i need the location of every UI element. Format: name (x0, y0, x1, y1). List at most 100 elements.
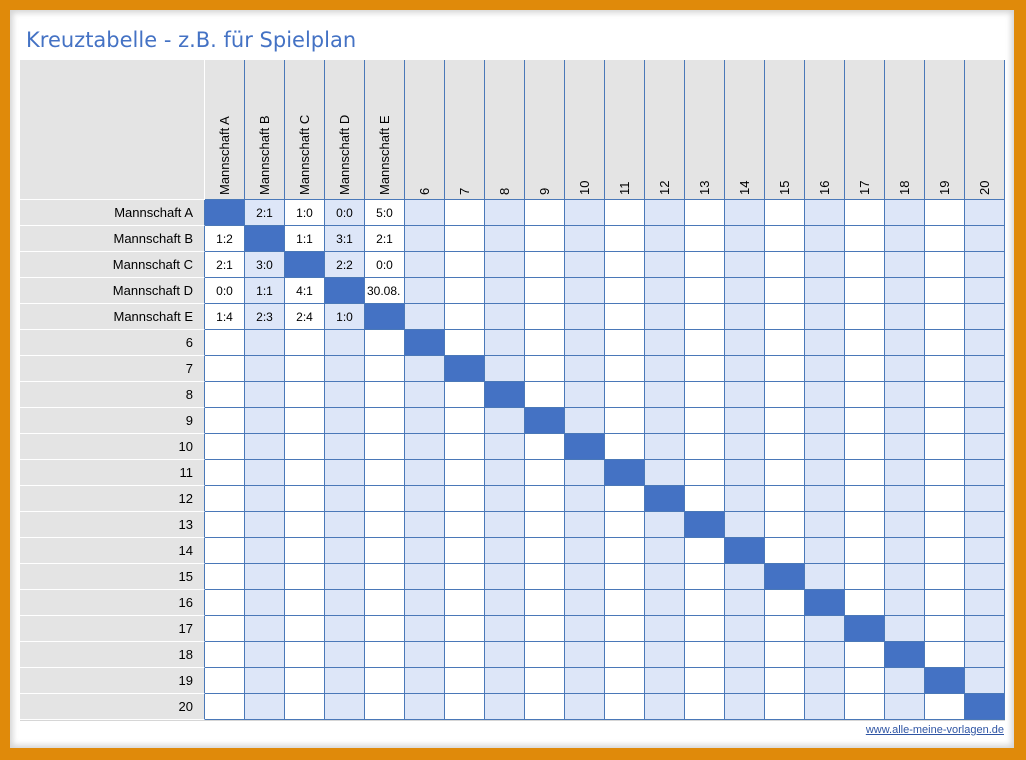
column-header[interactable]: 18 (885, 60, 925, 200)
table-cell[interactable] (925, 382, 965, 408)
table-cell[interactable] (485, 668, 525, 694)
table-cell[interactable] (885, 252, 925, 278)
table-cell[interactable] (725, 200, 765, 226)
table-cell[interactable] (565, 564, 605, 590)
table-cell[interactable] (365, 408, 405, 434)
table-cell[interactable] (525, 642, 565, 668)
table-cell[interactable] (845, 408, 885, 434)
table-cell[interactable] (925, 642, 965, 668)
table-cell[interactable] (765, 616, 805, 642)
row-header[interactable]: 7 (20, 356, 205, 382)
table-cell[interactable]: 5:0 (365, 200, 405, 226)
table-cell[interactable] (685, 252, 725, 278)
table-cell[interactable] (365, 538, 405, 564)
table-cell[interactable] (765, 304, 805, 330)
row-header[interactable]: 18 (20, 642, 205, 668)
table-cell[interactable]: 4:1 (285, 278, 325, 304)
table-cell[interactable] (445, 460, 485, 486)
table-cell[interactable] (285, 356, 325, 382)
table-cell[interactable] (485, 200, 525, 226)
column-header[interactable]: 11 (605, 60, 645, 200)
table-cell[interactable] (285, 486, 325, 512)
table-cell[interactable] (565, 356, 605, 382)
table-cell[interactable] (325, 694, 365, 720)
table-cell[interactable] (405, 356, 445, 382)
table-cell[interactable] (485, 460, 525, 486)
table-cell[interactable] (445, 642, 485, 668)
table-cell[interactable] (245, 538, 285, 564)
table-cell[interactable]: 1:1 (285, 226, 325, 252)
table-cell[interactable]: 2:2 (325, 252, 365, 278)
row-header[interactable]: 12 (20, 486, 205, 512)
table-cell[interactable] (525, 434, 565, 460)
table-cell[interactable] (365, 486, 405, 512)
table-cell[interactable] (685, 460, 725, 486)
table-cell[interactable] (245, 694, 285, 720)
table-cell[interactable] (845, 486, 885, 512)
table-cell[interactable] (645, 538, 685, 564)
table-cell[interactable] (845, 226, 885, 252)
diagonal-cell[interactable] (205, 200, 245, 226)
column-header[interactable]: 8 (485, 60, 525, 200)
table-cell[interactable] (925, 460, 965, 486)
table-cell[interactable] (685, 408, 725, 434)
column-header[interactable]: 19 (925, 60, 965, 200)
table-cell[interactable] (725, 408, 765, 434)
table-cell[interactable] (685, 590, 725, 616)
table-cell[interactable] (525, 278, 565, 304)
table-cell[interactable] (925, 590, 965, 616)
column-header[interactable]: 13 (685, 60, 725, 200)
table-cell[interactable] (205, 330, 245, 356)
table-cell[interactable] (485, 226, 525, 252)
table-cell[interactable] (605, 356, 645, 382)
table-cell[interactable] (405, 252, 445, 278)
table-cell[interactable] (205, 694, 245, 720)
table-cell[interactable] (445, 278, 485, 304)
table-cell[interactable] (725, 486, 765, 512)
table-cell[interactable] (925, 408, 965, 434)
table-cell[interactable] (565, 486, 605, 512)
footer-link[interactable]: www.alle-meine-vorlagen.de (865, 724, 1004, 736)
table-cell[interactable] (925, 330, 965, 356)
table-cell[interactable] (965, 252, 1005, 278)
table-cell[interactable] (925, 434, 965, 460)
table-cell[interactable]: 1:4 (205, 304, 245, 330)
row-header[interactable]: Mannschaft B (20, 226, 205, 252)
table-cell[interactable]: 1:0 (285, 200, 325, 226)
column-header[interactable]: Mannschaft A (205, 60, 245, 200)
table-cell[interactable] (885, 668, 925, 694)
table-cell[interactable] (685, 278, 725, 304)
table-cell[interactable] (565, 460, 605, 486)
table-cell[interactable] (885, 486, 925, 512)
table-cell[interactable]: 3:1 (325, 226, 365, 252)
table-cell[interactable] (605, 434, 645, 460)
diagonal-cell[interactable] (405, 330, 445, 356)
table-cell[interactable] (525, 512, 565, 538)
table-cell[interactable] (605, 694, 645, 720)
table-cell[interactable] (245, 590, 285, 616)
table-cell[interactable] (885, 278, 925, 304)
table-cell[interactable] (525, 564, 565, 590)
table-cell[interactable] (445, 226, 485, 252)
table-cell[interactable] (765, 642, 805, 668)
table-cell[interactable] (845, 694, 885, 720)
table-cell[interactable] (245, 460, 285, 486)
table-cell[interactable] (685, 304, 725, 330)
table-cell[interactable] (445, 616, 485, 642)
table-cell[interactable] (885, 304, 925, 330)
table-cell[interactable] (765, 200, 805, 226)
table-cell[interactable] (525, 590, 565, 616)
column-header[interactable]: 7 (445, 60, 485, 200)
table-cell[interactable] (405, 434, 445, 460)
table-cell[interactable] (765, 278, 805, 304)
diagonal-cell[interactable] (285, 252, 325, 278)
table-cell[interactable] (645, 590, 685, 616)
table-cell[interactable] (325, 616, 365, 642)
table-cell[interactable] (845, 304, 885, 330)
table-cell[interactable] (285, 434, 325, 460)
diagonal-cell[interactable] (445, 356, 485, 382)
table-cell[interactable] (605, 200, 645, 226)
table-cell[interactable] (645, 304, 685, 330)
table-cell[interactable] (205, 486, 245, 512)
table-cell[interactable] (725, 460, 765, 486)
